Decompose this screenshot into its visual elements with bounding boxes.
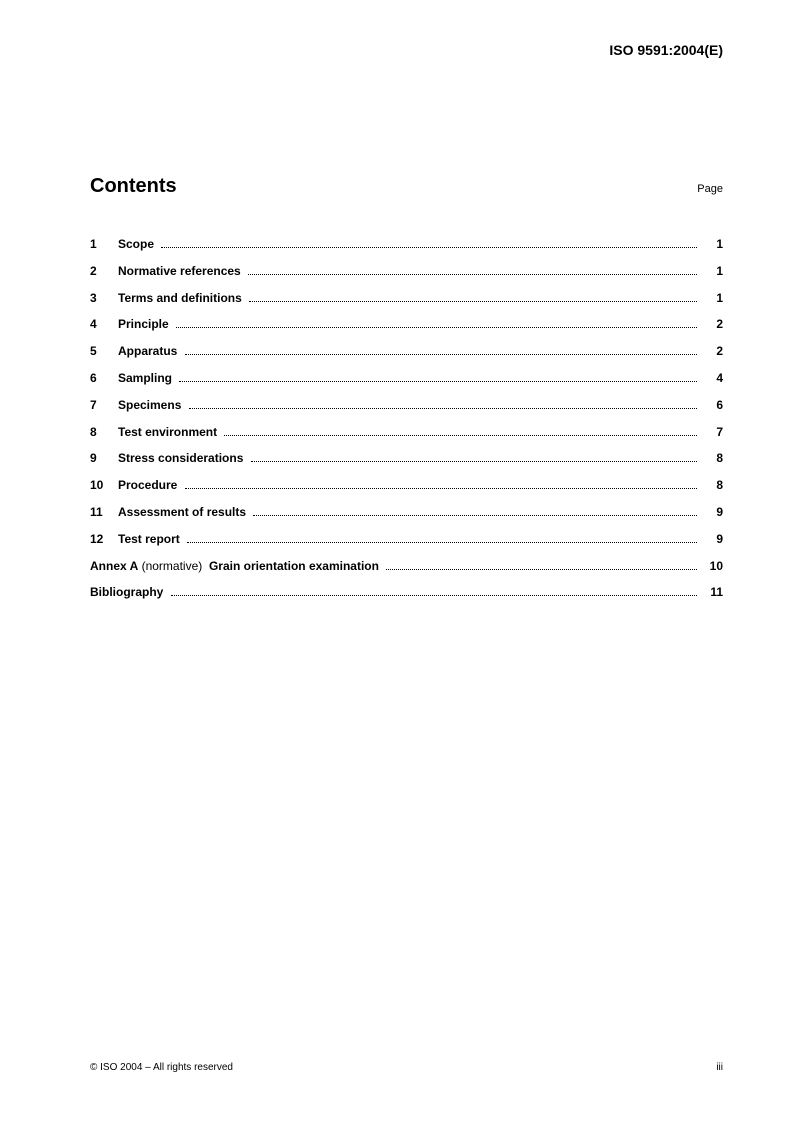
toc-section-number: 12 bbox=[90, 531, 118, 548]
annex-type-text: (normative) bbox=[142, 558, 203, 575]
dot-leader bbox=[249, 301, 697, 302]
spacer bbox=[242, 290, 245, 307]
toc-section-title: Sampling bbox=[118, 370, 172, 387]
toc-page-number: 9 bbox=[701, 531, 723, 548]
bibliography-spacer bbox=[163, 584, 166, 601]
dot-leader bbox=[171, 595, 697, 596]
toc-section-number: 6 bbox=[90, 370, 118, 387]
page-column-label: Page bbox=[697, 183, 723, 195]
toc-row: 12Test report 9 bbox=[90, 531, 723, 548]
toc-section-number: 2 bbox=[90, 263, 118, 280]
spacer bbox=[180, 531, 183, 548]
dot-leader bbox=[386, 569, 697, 570]
spacer bbox=[172, 370, 175, 387]
toc-row: 7Specimens 6 bbox=[90, 397, 723, 414]
toc-page-number: 7 bbox=[701, 424, 723, 441]
toc-page-number: 9 bbox=[701, 504, 723, 521]
dot-leader bbox=[253, 515, 697, 516]
toc-section-title: Terms and definitions bbox=[118, 290, 242, 307]
toc-row: 3Terms and definitions 1 bbox=[90, 290, 723, 307]
toc-section-title: Procedure bbox=[118, 477, 177, 494]
toc-row: 9Stress considerations 8 bbox=[90, 450, 723, 467]
toc-page-number: 2 bbox=[701, 316, 723, 333]
toc-row: 6Sampling 4 bbox=[90, 370, 723, 387]
toc-section-title: Normative references bbox=[118, 263, 241, 280]
annex-title: Grain orientation examination bbox=[209, 558, 379, 575]
title-row: Contents Page bbox=[90, 175, 723, 198]
page-footer: © ISO 2004 – All rights reserved iii bbox=[90, 1062, 723, 1073]
dot-leader bbox=[176, 327, 697, 328]
spacer bbox=[169, 316, 172, 333]
spacer bbox=[243, 450, 246, 467]
bibliography-title: Bibliography bbox=[90, 584, 163, 601]
toc-section-number: 1 bbox=[90, 236, 118, 253]
toc-page-number: 1 bbox=[701, 263, 723, 280]
document-header: ISO 9591:2004(E) bbox=[609, 42, 723, 58]
dot-leader bbox=[185, 354, 697, 355]
page-number: iii bbox=[716, 1062, 723, 1073]
dot-leader bbox=[248, 274, 697, 275]
toc-page-number: 1 bbox=[701, 236, 723, 253]
toc-section-number: 4 bbox=[90, 316, 118, 333]
annex-label: Annex A bbox=[90, 558, 138, 575]
toc-page-number: 8 bbox=[701, 477, 723, 494]
spacer bbox=[177, 343, 180, 360]
toc-section-title: Assessment of results bbox=[118, 504, 246, 521]
annex-title-spacer bbox=[379, 558, 382, 575]
toc-row: 2Normative references 1 bbox=[90, 263, 723, 280]
toc-section-number: 7 bbox=[90, 397, 118, 414]
toc-row: 10Procedure 8 bbox=[90, 477, 723, 494]
dot-leader bbox=[224, 435, 697, 436]
toc-section-title: Test report bbox=[118, 531, 180, 548]
toc-section-title: Scope bbox=[118, 236, 154, 253]
toc-page-number: 2 bbox=[701, 343, 723, 360]
dot-leader bbox=[161, 247, 697, 248]
toc-section-number: 3 bbox=[90, 290, 118, 307]
toc-section-number: 11 bbox=[90, 504, 118, 521]
toc-page-number: 6 bbox=[701, 397, 723, 414]
toc-section-number: 9 bbox=[90, 450, 118, 467]
spacer bbox=[246, 504, 249, 521]
spacer bbox=[241, 263, 244, 280]
copyright-text: © ISO 2004 – All rights reserved bbox=[90, 1062, 233, 1073]
contents-heading: Contents bbox=[90, 175, 177, 198]
spacer bbox=[181, 397, 184, 414]
toc-section-title: Principle bbox=[118, 316, 169, 333]
toc-section-number: 5 bbox=[90, 343, 118, 360]
dot-leader bbox=[189, 408, 697, 409]
toc-row: 8Test environment 7 bbox=[90, 424, 723, 441]
toc-bibliography-row: Bibliography 11 bbox=[90, 584, 723, 601]
toc-section-title: Specimens bbox=[118, 397, 181, 414]
toc-section-number: 8 bbox=[90, 424, 118, 441]
spacer bbox=[154, 236, 157, 253]
contents-section: Contents Page 1Scope 12Normative referen… bbox=[90, 175, 723, 611]
toc-section-title: Apparatus bbox=[118, 343, 177, 360]
spacer bbox=[177, 477, 180, 494]
bibliography-page: 11 bbox=[701, 584, 723, 601]
toc-page-number: 4 bbox=[701, 370, 723, 387]
toc-row: 11Assessment of results 9 bbox=[90, 504, 723, 521]
toc-row: 1Scope 1 bbox=[90, 236, 723, 253]
annex-page: 10 bbox=[701, 558, 723, 575]
toc-page-number: 8 bbox=[701, 450, 723, 467]
toc-row: 4Principle 2 bbox=[90, 316, 723, 333]
toc-section-title: Test environment bbox=[118, 424, 217, 441]
dot-leader bbox=[179, 381, 697, 382]
toc-row: 5Apparatus 2 bbox=[90, 343, 723, 360]
dot-leader bbox=[185, 488, 697, 489]
toc-list: 1Scope 12Normative references 13Terms an… bbox=[90, 236, 723, 548]
toc-section-title: Stress considerations bbox=[118, 450, 243, 467]
dot-leader bbox=[251, 461, 697, 462]
document-id: ISO 9591:2004(E) bbox=[609, 42, 723, 58]
annex-spacer bbox=[202, 558, 209, 575]
spacer bbox=[217, 424, 220, 441]
toc-page-number: 1 bbox=[701, 290, 723, 307]
toc-section-number: 10 bbox=[90, 477, 118, 494]
dot-leader bbox=[187, 542, 697, 543]
toc-annex-row: Annex A (normative) Grain orientation ex… bbox=[90, 558, 723, 575]
